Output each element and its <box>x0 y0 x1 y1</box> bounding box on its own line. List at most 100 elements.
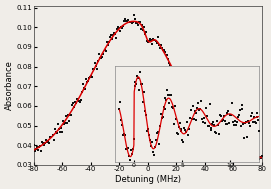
Point <box>233 152 237 155</box>
Point <box>208 133 213 136</box>
Point <box>223 143 227 146</box>
Point <box>221 141 225 144</box>
Point <box>110 37 114 40</box>
Point <box>126 19 131 22</box>
Point <box>226 144 231 147</box>
Point <box>79 90 84 93</box>
Point <box>52 128 57 131</box>
Point <box>45 140 50 143</box>
Point <box>144 30 148 33</box>
Point <box>80 83 85 86</box>
Point <box>67 119 71 122</box>
Point <box>259 156 263 160</box>
Point <box>76 100 81 103</box>
Point <box>207 132 212 135</box>
Point <box>100 55 105 58</box>
Point <box>53 131 58 134</box>
Point <box>218 138 222 141</box>
Point <box>104 50 108 53</box>
Point <box>173 72 178 75</box>
Point <box>147 40 151 43</box>
Point <box>196 110 200 113</box>
Point <box>109 33 113 36</box>
Point <box>83 87 87 90</box>
Point <box>194 115 198 118</box>
Y-axis label: Absorbance: Absorbance <box>5 60 14 110</box>
Point <box>145 39 149 42</box>
Point <box>229 147 234 150</box>
Point <box>248 156 252 159</box>
Point <box>68 114 72 117</box>
Point <box>159 43 163 46</box>
Point <box>224 150 228 153</box>
Point <box>251 156 256 159</box>
Point <box>160 46 164 50</box>
Point <box>185 97 189 100</box>
Point <box>124 20 128 23</box>
Point <box>243 157 247 160</box>
Point <box>257 156 262 159</box>
Point <box>98 57 102 60</box>
Point <box>170 66 174 69</box>
Point <box>180 90 185 93</box>
Point <box>107 41 111 44</box>
Point <box>165 53 169 56</box>
Point <box>169 66 173 69</box>
Point <box>164 53 168 56</box>
Point <box>47 142 51 145</box>
Point <box>198 120 202 123</box>
Point <box>252 153 257 156</box>
Point <box>87 77 91 80</box>
Point <box>130 20 135 23</box>
Point <box>247 152 251 155</box>
Point <box>255 157 260 160</box>
Point <box>34 147 38 150</box>
Point <box>150 43 154 46</box>
Point <box>43 142 47 145</box>
Point <box>141 29 145 32</box>
Point <box>182 92 187 95</box>
Point <box>162 48 166 51</box>
Point <box>136 23 140 26</box>
Point <box>157 46 162 49</box>
Point <box>214 136 218 139</box>
Point <box>64 115 68 118</box>
Point <box>231 146 236 149</box>
Point <box>78 99 83 102</box>
Point <box>49 135 54 138</box>
Point <box>104 40 109 43</box>
Point <box>172 76 176 79</box>
Point <box>219 142 223 145</box>
Point <box>211 133 215 136</box>
Point <box>179 86 184 89</box>
Point <box>40 141 44 144</box>
Point <box>102 49 107 52</box>
Point <box>112 31 116 34</box>
Point <box>101 53 106 56</box>
Point <box>154 41 159 44</box>
Point <box>140 23 144 26</box>
Point <box>189 107 193 110</box>
Point <box>86 79 90 82</box>
Point <box>230 150 235 153</box>
Point <box>111 34 115 37</box>
Point <box>250 158 254 161</box>
Point <box>156 35 160 38</box>
Point <box>237 149 241 152</box>
Point <box>227 147 231 150</box>
Point <box>50 134 55 137</box>
Point <box>204 128 209 131</box>
Point <box>108 35 112 38</box>
Point <box>84 78 88 81</box>
X-axis label: Detuning (MHz): Detuning (MHz) <box>115 175 181 184</box>
Point <box>195 110 199 113</box>
Point <box>135 22 139 25</box>
Point <box>69 113 73 116</box>
Point <box>46 139 50 142</box>
Point <box>51 138 56 141</box>
Point <box>93 62 97 65</box>
Point <box>97 52 102 55</box>
Point <box>57 128 61 131</box>
Point <box>253 156 257 159</box>
Point <box>176 77 180 80</box>
